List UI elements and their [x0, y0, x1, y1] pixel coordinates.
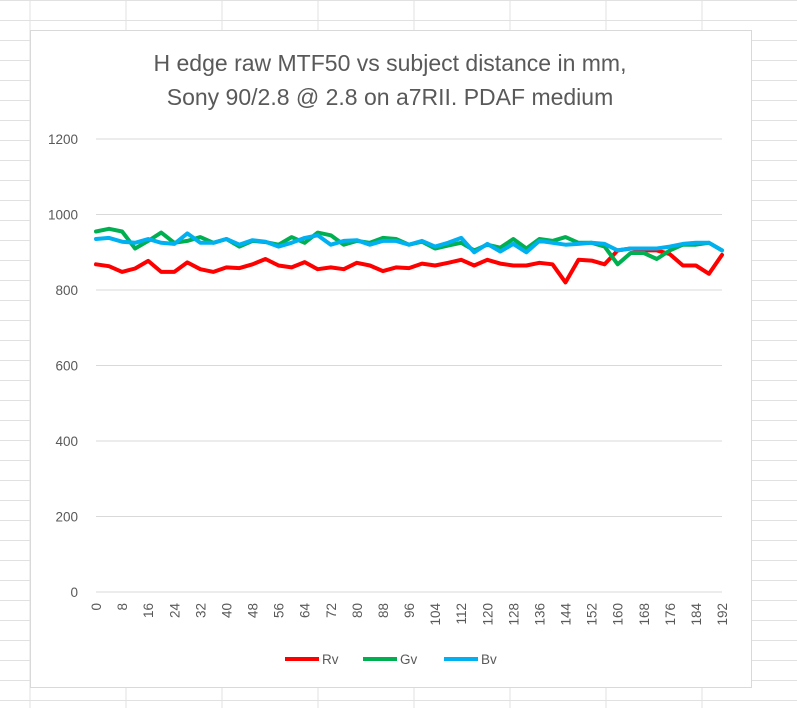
x-tick-label: 24 [167, 603, 182, 619]
legend-label-gv: Gv [400, 651, 418, 667]
x-tick-label: 96 [402, 603, 417, 618]
x-tick-label: 88 [376, 603, 391, 618]
x-tick-label: 16 [141, 603, 156, 618]
x-tick-label: 120 [480, 603, 495, 626]
y-tick-label: 1000 [48, 208, 78, 223]
legend-item-gv: Gv [363, 651, 417, 671]
y-tick-label: 400 [55, 434, 78, 449]
chart-subtitle: Sony 90/2.8 @ 2.8 on a7RII. PDAF medium [166, 84, 614, 110]
legend-label-rv: Rv [322, 651, 339, 667]
x-tick-label: 160 [611, 603, 626, 626]
chart-title: H edge raw MTF50 vs subject distance in … [153, 50, 627, 76]
x-tick-label: 72 [324, 603, 339, 618]
x-tick-label: 144 [559, 603, 574, 626]
x-tick-label: 0 [89, 603, 104, 611]
legend-swatch-gv [363, 657, 397, 662]
x-tick-label: 56 [272, 603, 287, 618]
y-tick-label: 800 [55, 283, 78, 298]
x-tick-label: 40 [219, 603, 234, 618]
x-tick-label: 136 [532, 603, 547, 626]
x-tick-label: 64 [298, 603, 313, 619]
series-line-bv[interactable] [94, 231, 724, 255]
x-tick-label: 8 [115, 603, 130, 611]
x-tick-label: 176 [663, 603, 678, 626]
legend-item-rv: Rv [285, 651, 339, 671]
legend-label-bv: Bv [481, 651, 497, 667]
x-tick-label: 128 [506, 603, 521, 626]
x-tick-label: 112 [454, 603, 469, 625]
x-tick-label: 32 [193, 603, 208, 618]
y-tick-label: 200 [55, 510, 78, 525]
x-tick-label: 192 [715, 603, 730, 626]
x-tick-label: 48 [246, 603, 261, 618]
x-tick-label: 80 [350, 603, 365, 618]
x-tick-label: 152 [585, 603, 600, 626]
y-tick-label: 0 [70, 585, 78, 600]
x-tick-label: 168 [637, 603, 652, 626]
y-tick-label: 1200 [48, 132, 78, 147]
legend-item-bv: Bv [444, 651, 497, 671]
legend-swatch-bv [444, 657, 478, 662]
legend-swatch-rv [285, 657, 319, 662]
x-tick-label: 104 [428, 603, 443, 626]
y-tick-label: 600 [55, 359, 78, 374]
chart-area[interactable] [30, 30, 752, 688]
x-tick-label: 184 [689, 603, 704, 626]
